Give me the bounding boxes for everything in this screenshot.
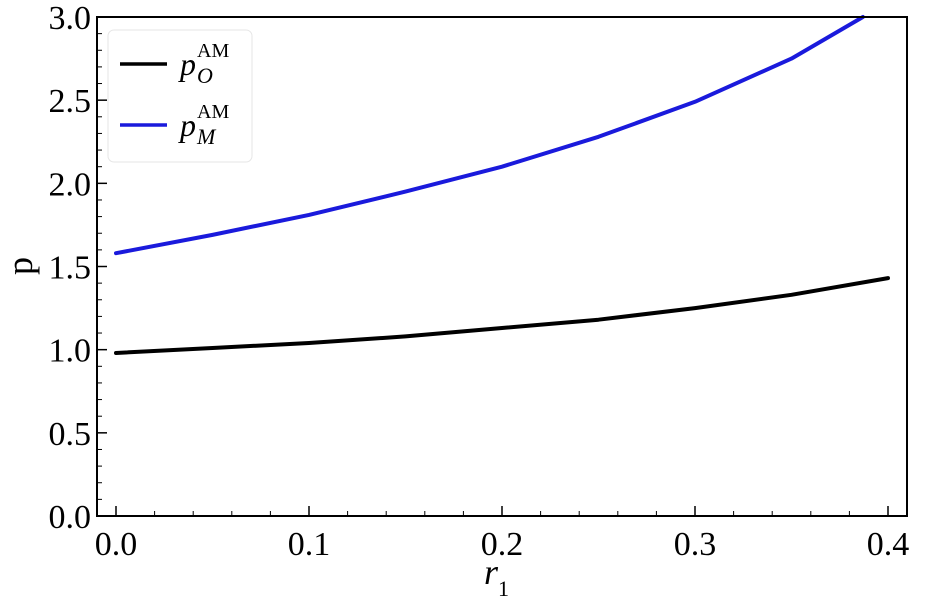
x-tick-label: 0.4 <box>867 526 910 563</box>
y-tick-label: 2.0 <box>49 166 92 203</box>
x-axis-title: r1 <box>484 552 509 601</box>
y-tick-label: 0.0 <box>49 499 92 536</box>
y-axis-title: p <box>0 257 40 275</box>
series-line-p-o-am <box>114 276 890 355</box>
legend-label-p-o-am: pOAM <box>178 40 229 88</box>
series-layer <box>114 15 890 355</box>
x-tick-label: 0.0 <box>95 526 138 563</box>
legend: pOAM pMAM <box>107 29 253 163</box>
x-tick-label: 0.2 <box>481 526 524 563</box>
tick-labels: 0.0 0.1 0.2 0.3 0.4 0.0 0.5 1.0 1.5 2.0 2.5 3.0 <box>49 0 910 563</box>
legend-label-p-m-am: pMAM <box>178 101 229 149</box>
y-tick-label: 1.5 <box>49 250 92 287</box>
series-line-p-m-am <box>114 15 865 256</box>
plot-frame <box>96 16 908 517</box>
y-tick-label: 0.5 <box>49 416 92 453</box>
x-tick-label: 0.3 <box>674 526 717 563</box>
y-tick-label: 2.5 <box>49 83 92 120</box>
y-tick-label: 3.0 <box>49 0 92 37</box>
y-tick-label: 1.0 <box>49 333 92 370</box>
x-tick-label: 0.1 <box>288 526 331 563</box>
